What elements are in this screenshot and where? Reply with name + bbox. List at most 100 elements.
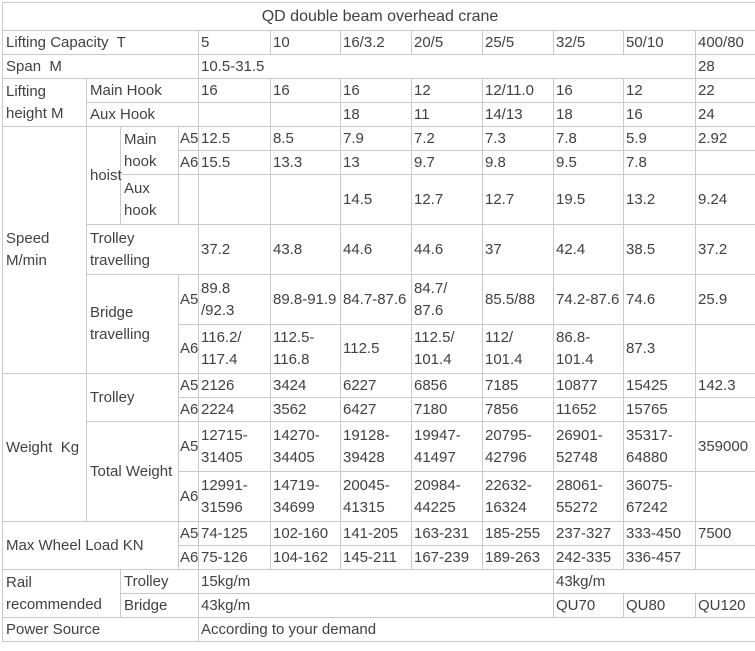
rail-label: Rail recommended	[2, 569, 121, 618]
grade-a5-cell: A5	[178, 373, 199, 398]
rail-model-cell: QU80	[623, 593, 696, 618]
spec-cell: 2224	[198, 397, 271, 422]
spec-cell: 8.5	[270, 126, 341, 151]
spec-cell: 14719- 34699	[270, 471, 341, 522]
weight-total-a6-row: A6 12991- 31596 14719- 34699 20045- 4131…	[3, 471, 755, 522]
spec-cell: 16	[270, 78, 341, 103]
spec-cell: 112.5- 116.8	[270, 324, 341, 374]
rail-bridge-left-cell: 43kg/m	[198, 593, 554, 618]
spec-cell: 145-211	[340, 545, 412, 570]
max-wheel-a5-row: Max Wheel Load KN A5 74-125 102-160 141-…	[2, 521, 755, 570]
spec-cell: 15425	[623, 373, 696, 398]
grade-a5-cell: A5	[178, 274, 199, 325]
spec-cell: 14.5	[340, 174, 412, 225]
speed-label: Speed M/min	[2, 126, 87, 374]
spec-cell: 112.5	[340, 324, 412, 374]
speed-aux-hook-label: Aux hook	[120, 174, 179, 225]
spec-cell: 25.9	[694, 274, 755, 325]
rail-bridge-row: Bridge 43kg/m QU70 QU80 QU120	[3, 593, 755, 618]
grade-a6-cell: A6	[178, 545, 199, 570]
capacity-cell: 5	[198, 30, 271, 55]
spec-cell: 16	[553, 78, 624, 103]
spec-cell: 6856	[411, 373, 483, 398]
max-wheel-a6-row: A6 75-126 104-162 145-211 167-239 189-26…	[3, 545, 755, 570]
bridge-travelling-label: Bridge travelling	[86, 274, 179, 374]
spec-cell: 13.3	[270, 150, 341, 175]
grade-a5-cell: A5	[178, 521, 199, 546]
spec-cell: 37.2	[198, 224, 271, 275]
spec-cell: 18	[340, 102, 412, 127]
spec-cell: 20984- 44225	[411, 471, 483, 522]
spec-cell: 74-125	[198, 521, 271, 546]
spec-cell	[198, 174, 271, 225]
spec-cell	[270, 174, 341, 225]
spec-cell: 2.92	[694, 126, 755, 151]
spec-cell: 12	[623, 78, 696, 103]
grade-a6-cell: A6	[178, 471, 199, 522]
grade-a5-cell: A5	[178, 421, 199, 472]
spec-cell: 333-450	[623, 521, 696, 546]
spec-cell: 7500	[694, 521, 755, 546]
spec-cell: 19.5	[553, 174, 624, 225]
spec-cell: 7856	[482, 397, 554, 422]
spec-cell: 10877	[553, 373, 624, 398]
spec-cell: 74.2-87.6	[553, 274, 624, 325]
spec-cell: 42.4	[553, 224, 624, 275]
spec-cell: 84.7/ 87.6	[411, 274, 483, 325]
grade-a6-cell: A6	[178, 397, 199, 422]
spec-cell: 7.8	[623, 150, 696, 175]
spec-cell: 2126	[198, 373, 271, 398]
capacity-cell: 20/5	[411, 30, 483, 55]
spec-cell: 7.2	[411, 126, 483, 151]
spec-cell: 26901- 52748	[553, 421, 624, 472]
rail-bridge-label: Bridge	[120, 593, 199, 618]
spec-cell: 9.24	[694, 174, 755, 225]
speed-bridge-a5-row: Bridge travelling A5 89.8 /92.3 89.8-91.…	[3, 274, 755, 374]
spec-cell: 16	[340, 78, 412, 103]
spec-cell	[694, 471, 755, 522]
spec-cell: 7185	[482, 373, 554, 398]
spec-cell: 85.5/88	[482, 274, 554, 325]
spec-cell: 75-126	[198, 545, 271, 570]
spec-cell: 13.2	[623, 174, 696, 225]
power-source-value: According to your demand	[197, 617, 755, 642]
spec-cell: 13	[340, 150, 412, 175]
span-last-cell: 28	[694, 54, 755, 79]
spec-cell	[270, 102, 341, 127]
rail-model-cell: QU70	[553, 593, 624, 618]
spec-cell: 12/11.0	[482, 78, 554, 103]
spec-cell: 359000	[694, 421, 755, 472]
span-range-cell: 10.5-31.5	[198, 54, 696, 79]
spec-cell: 6227	[340, 373, 412, 398]
spec-cell: 12.5	[198, 126, 271, 151]
spec-cell: 11	[411, 102, 483, 127]
spec-cell: 15.5	[198, 150, 271, 175]
weight-trolley-label: Trolley	[86, 373, 179, 422]
spec-cell: 9.5	[553, 150, 624, 175]
spec-cell: 20045- 41315	[340, 471, 412, 522]
spec-cell: 15765	[623, 397, 696, 422]
spec-cell: 36075- 67242	[623, 471, 696, 522]
aux-hook-label: Aux Hook	[86, 102, 199, 127]
spec-cell: 237-327	[553, 521, 624, 546]
spec-cell: 7180	[411, 397, 483, 422]
grade-empty-cell	[178, 174, 199, 225]
weight-label: Weight Kg	[2, 373, 87, 522]
spec-cell: 84.7-87.6	[340, 274, 412, 325]
spec-cell: 14270- 34405	[270, 421, 341, 472]
capacity-cell: 400/80	[694, 30, 755, 55]
weight-total-a5-row: Total Weight A5 12715- 31405 14270- 3440…	[3, 421, 755, 522]
spec-cell: 19947- 41497	[411, 421, 483, 472]
power-source-row: Power Source According to your demand	[2, 617, 755, 642]
capacity-cell: 10	[270, 30, 341, 55]
spec-cell	[694, 150, 755, 175]
spec-cell: 116.2/ 117.4	[198, 324, 271, 374]
spec-cell: 3424	[270, 373, 341, 398]
speed-main-a6-row: A6 15.5 13.3 13 9.7 9.8 9.5 7.8	[3, 150, 755, 175]
capacity-cell: 50/10	[623, 30, 696, 55]
spec-cell: 89.8 /92.3	[198, 274, 271, 325]
spec-cell: 37.2	[694, 224, 755, 275]
spec-cell: 24	[694, 102, 755, 127]
spec-cell: 112.5/ 101.4	[411, 324, 483, 374]
